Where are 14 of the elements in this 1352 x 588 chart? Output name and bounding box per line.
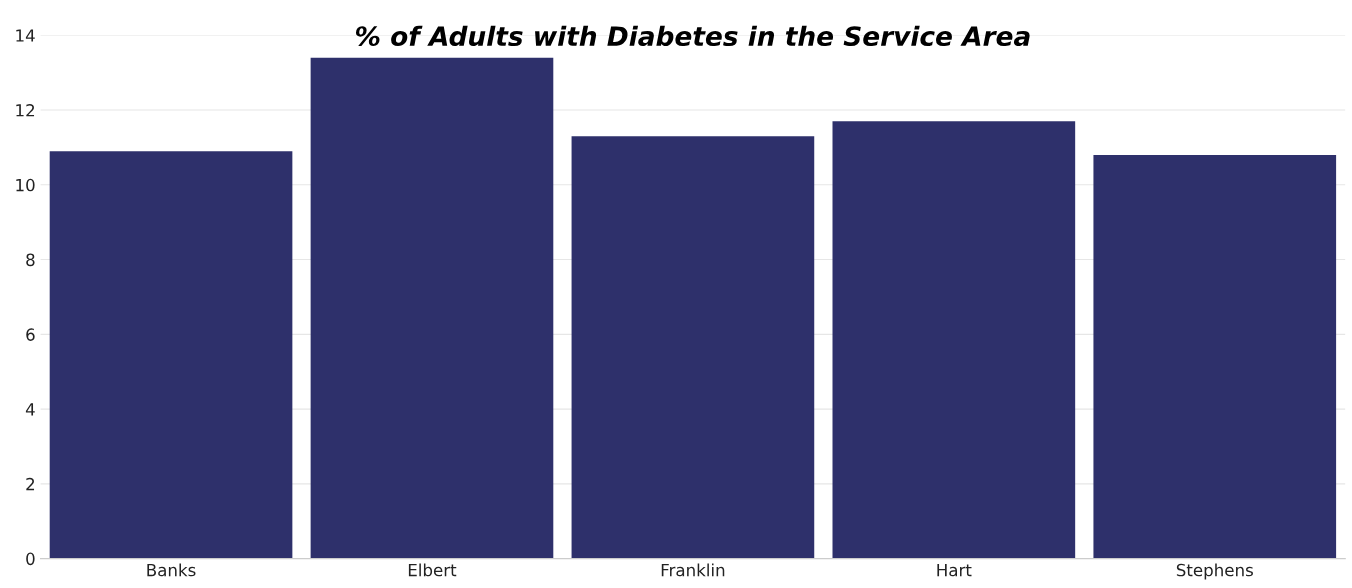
y-tick-label: 14 <box>16 29 35 42</box>
y-tick-label: 2 <box>26 477 35 491</box>
y-tick-label: 6 <box>26 328 35 341</box>
x-tick-label: Hart <box>937 563 972 577</box>
x-tick-label: Elbert <box>408 563 457 577</box>
y-tick-label: 0 <box>26 552 35 566</box>
y-tick-label: 8 <box>26 253 35 267</box>
x-tick-label: Banks <box>147 563 196 577</box>
chart-title: % of Adults with Diabetes in the Service Area <box>355 25 1030 47</box>
x-tick-label: Franklin <box>661 563 725 577</box>
y-tick-label: 4 <box>25 403 35 416</box>
y-tick-label: 10 <box>16 178 35 192</box>
x-tick-label: Stephens <box>1176 563 1253 580</box>
y-tick-label: 12 <box>16 104 35 117</box>
